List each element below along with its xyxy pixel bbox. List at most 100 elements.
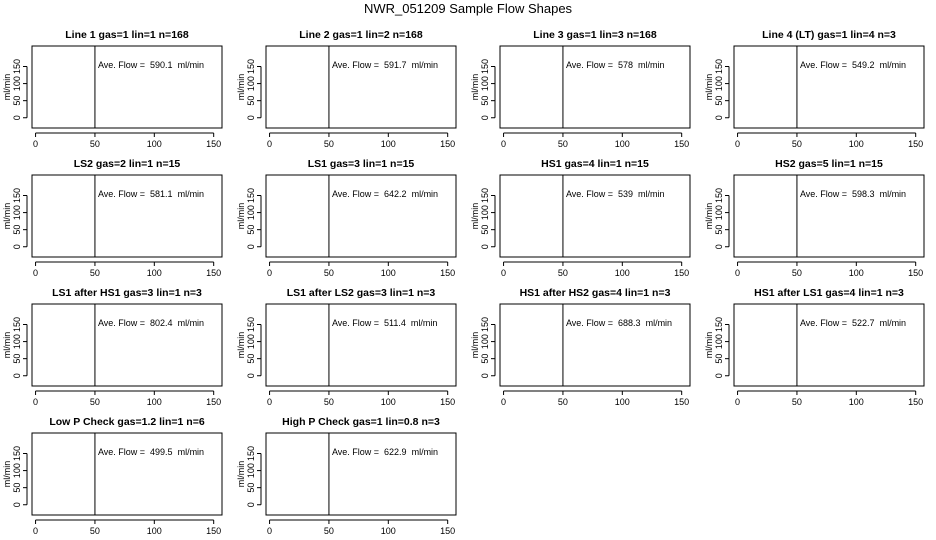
y-axis-label: ml/min — [704, 332, 714, 359]
ave-flow-annotation: Ave. Flow = 642.2 ml/min — [332, 189, 438, 199]
x-tick-label: 150 — [908, 397, 923, 407]
ave-flow-annotation: Ave. Flow = 591.7 ml/min — [332, 60, 438, 70]
ave-flow-annotation: Ave. Flow = 549.2 ml/min — [800, 60, 906, 70]
y-tick-label: 150 — [12, 446, 22, 461]
x-tick-label: 150 — [206, 139, 221, 149]
x-tick-label: 0 — [735, 397, 740, 407]
x-tick-label: 50 — [90, 268, 100, 278]
plot-frame — [265, 432, 457, 516]
x-tick-label: 50 — [324, 268, 334, 278]
x-tick-label: 0 — [33, 526, 38, 536]
y-tick-label: 150 — [480, 317, 490, 332]
chart-title: LS1 gas=3 lin=1 n=15 — [308, 158, 415, 170]
y-tick-label: 0 — [246, 115, 256, 120]
chart-title: Line 1 gas=1 lin=1 n=168 — [65, 29, 189, 41]
y-axis-label: ml/min — [2, 332, 12, 359]
x-tick-label: 150 — [908, 268, 923, 278]
x-tick-label: 100 — [147, 139, 162, 149]
chart-title: HS1 gas=4 lin=1 n=15 — [541, 158, 649, 170]
y-tick-label: 50 — [246, 354, 256, 364]
y-tick-label: 100 — [480, 334, 490, 349]
ave-flow-annotation: Ave. Flow = 578 ml/min — [566, 60, 665, 70]
y-axis-label: ml/min — [704, 74, 714, 101]
x-tick-label: 0 — [735, 268, 740, 278]
x-tick-label: 100 — [381, 139, 396, 149]
x-tick-label: 0 — [267, 397, 272, 407]
y-tick-label: 0 — [12, 115, 22, 120]
y-tick-label: 100 — [246, 205, 256, 220]
x-tick-label: 50 — [324, 139, 334, 149]
x-tick-label: 100 — [147, 526, 162, 536]
x-tick-label: 0 — [33, 268, 38, 278]
y-tick-label: 50 — [12, 354, 22, 364]
plot-frame — [733, 174, 925, 258]
chart-panel: Low P Check gas=1.2 lin=1 n=6 Ave. Flow =… — [2, 416, 223, 536]
ave-flow-annotation: Ave. Flow = 522.7 ml/min — [800, 318, 906, 328]
x-tick-label: 0 — [267, 526, 272, 536]
y-axis-label: ml/min — [2, 74, 12, 101]
plot-frame — [31, 45, 223, 129]
page-title: NWR_051209 Sample Flow Shapes — [363, 1, 573, 16]
y-tick-label: 150 — [480, 59, 490, 74]
chart-panel: HS1 after LS1 gas=4 lin=1 n=3 Ave. Flow =… — [704, 287, 925, 407]
x-tick-label: 100 — [381, 268, 396, 278]
chart-title: Line 4 (LT) gas=1 lin=4 n=3 — [762, 29, 896, 41]
x-tick-label: 150 — [674, 397, 689, 407]
y-tick-label: 50 — [480, 96, 490, 106]
y-axis-label: ml/min — [470, 74, 480, 101]
x-tick-label: 0 — [33, 397, 38, 407]
y-tick-label: 50 — [714, 225, 724, 235]
ave-flow-annotation: Ave. Flow = 499.5 ml/min — [98, 447, 204, 457]
x-tick-label: 100 — [381, 397, 396, 407]
y-tick-label: 50 — [480, 354, 490, 364]
y-tick-label: 0 — [12, 373, 22, 378]
chart-title: LS1 after HS1 gas=3 lin=1 n=3 — [52, 287, 202, 299]
chart-title: Line 3 gas=1 lin=3 n=168 — [533, 29, 657, 41]
chart-panel: LS1 after LS2 gas=3 lin=1 n=3 Ave. Flow =… — [236, 287, 457, 407]
x-tick-label: 0 — [501, 397, 506, 407]
y-tick-label: 0 — [246, 373, 256, 378]
chart-title: Low P Check gas=1.2 lin=1 n=6 — [49, 416, 204, 428]
plot-frame — [733, 45, 925, 129]
chart-title: HS1 after HS2 gas=4 lin=1 n=3 — [520, 287, 671, 299]
x-tick-label: 0 — [501, 139, 506, 149]
y-tick-label: 0 — [246, 502, 256, 507]
y-axis-label: ml/min — [704, 203, 714, 230]
y-tick-label: 50 — [246, 96, 256, 106]
x-tick-label: 150 — [206, 397, 221, 407]
x-tick-label: 150 — [440, 268, 455, 278]
chart-panel: HS1 gas=4 lin=1 n=15 Ave. Flow = 539 ml/m… — [470, 158, 691, 278]
ave-flow-annotation: Ave. Flow = 622.9 ml/min — [332, 447, 438, 457]
y-tick-label: 100 — [246, 76, 256, 91]
y-axis-label: ml/min — [2, 203, 12, 230]
chart-title: LS1 after LS2 gas=3 lin=1 n=3 — [287, 287, 436, 299]
y-axis-label: ml/min — [470, 203, 480, 230]
ave-flow-annotation: Ave. Flow = 539 ml/min — [566, 189, 665, 199]
y-axis-label: ml/min — [236, 74, 246, 101]
y-tick-label: 150 — [12, 317, 22, 332]
y-tick-label: 0 — [714, 373, 724, 378]
y-tick-label: 0 — [480, 373, 490, 378]
y-tick-label: 150 — [714, 59, 724, 74]
x-tick-label: 50 — [90, 526, 100, 536]
x-tick-label: 0 — [267, 139, 272, 149]
y-tick-label: 0 — [12, 244, 22, 249]
y-tick-label: 100 — [714, 76, 724, 91]
x-tick-label: 150 — [674, 139, 689, 149]
x-tick-label: 150 — [440, 397, 455, 407]
plot-frame — [499, 303, 691, 387]
plot-frame — [499, 45, 691, 129]
chart-panel: Line 4 (LT) gas=1 lin=4 n=3 Ave. Flow = 5… — [704, 29, 925, 149]
y-tick-label: 150 — [714, 317, 724, 332]
chart-title: HS2 gas=5 lin=1 n=15 — [775, 158, 883, 170]
chart-title: LS2 gas=2 lin=1 n=15 — [74, 158, 181, 170]
x-tick-label: 100 — [849, 139, 864, 149]
x-tick-label: 50 — [90, 397, 100, 407]
y-tick-label: 50 — [246, 225, 256, 235]
x-tick-label: 50 — [792, 268, 802, 278]
y-tick-label: 50 — [12, 96, 22, 106]
y-tick-label: 50 — [480, 225, 490, 235]
y-axis-label: ml/min — [236, 332, 246, 359]
y-tick-label: 100 — [246, 463, 256, 478]
chart-panel: High P Check gas=1 lin=0.8 n=3 Ave. Flow … — [236, 416, 457, 536]
